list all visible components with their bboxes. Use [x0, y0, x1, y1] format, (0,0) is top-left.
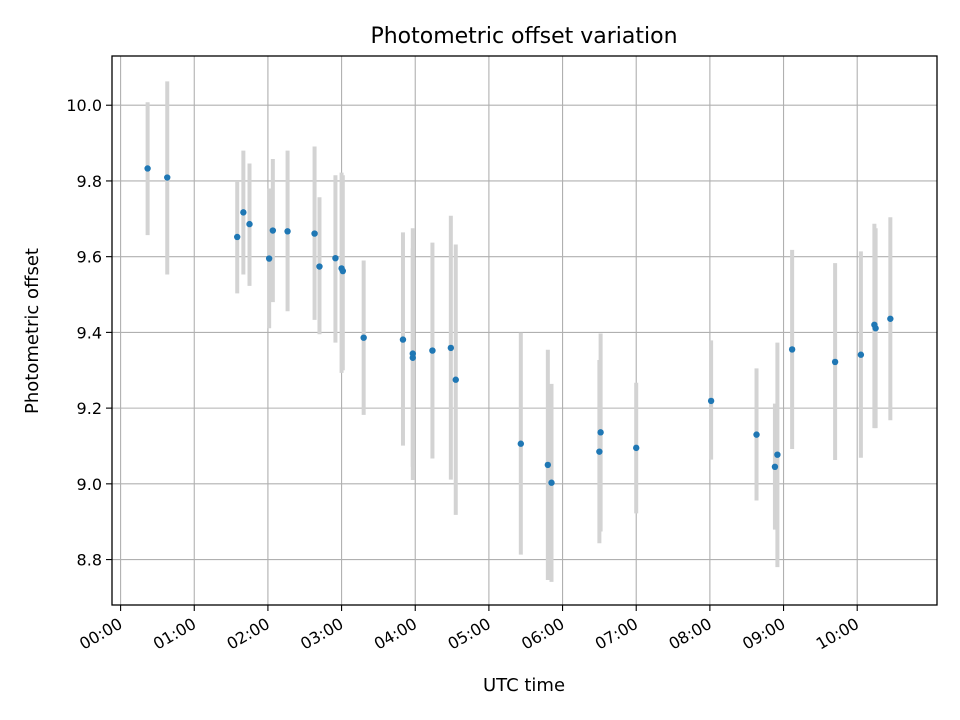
data-point [597, 429, 604, 436]
data-point [316, 263, 323, 270]
data-point [360, 334, 367, 341]
data-point [246, 220, 253, 228]
data-point [544, 461, 552, 469]
y-tick-label: 8.8 [77, 551, 102, 570]
data-points [144, 165, 894, 486]
data-point [240, 209, 247, 216]
data-point [872, 325, 879, 332]
y-tick-label: 9.2 [77, 399, 102, 418]
y-axis-ticks: 8.8 9.0 9.2 9.4 9.6 9.8 10.0 [66, 96, 112, 570]
data-point [399, 336, 407, 343]
data-point [771, 463, 779, 471]
data-point [447, 344, 455, 352]
y-tick-label: 9.4 [77, 323, 102, 342]
data-point [548, 479, 555, 486]
y-axis-label: Photometric offset [22, 248, 43, 414]
y-tick-label: 9.0 [77, 475, 102, 494]
x-axis-label: UTC time [483, 675, 565, 696]
data-point [234, 233, 241, 241]
y-tick-label: 9.6 [77, 248, 102, 267]
data-point [284, 228, 291, 235]
grid-lines [112, 56, 937, 605]
data-point [596, 448, 603, 455]
data-point [311, 230, 318, 237]
plot-area-frame [111, 55, 938, 606]
data-point [707, 397, 715, 405]
data-point [831, 358, 839, 366]
data-point [753, 431, 760, 438]
data-point [269, 227, 277, 234]
data-point [164, 174, 171, 181]
data-point [339, 267, 347, 275]
data-point [409, 354, 416, 361]
data-point [452, 376, 459, 383]
data-point [265, 255, 273, 262]
data-point [144, 165, 151, 172]
y-tick-label: 9.8 [77, 172, 102, 191]
data-point [774, 451, 781, 458]
data-point [887, 315, 894, 322]
data-point [332, 254, 339, 262]
data-point [429, 347, 436, 354]
data-point [788, 346, 796, 353]
data-point [633, 444, 640, 452]
data-point [857, 351, 865, 358]
y-tick-label: 10.0 [66, 96, 102, 115]
data-point [517, 440, 525, 447]
chart-title: Photometric offset variation [370, 24, 677, 49]
